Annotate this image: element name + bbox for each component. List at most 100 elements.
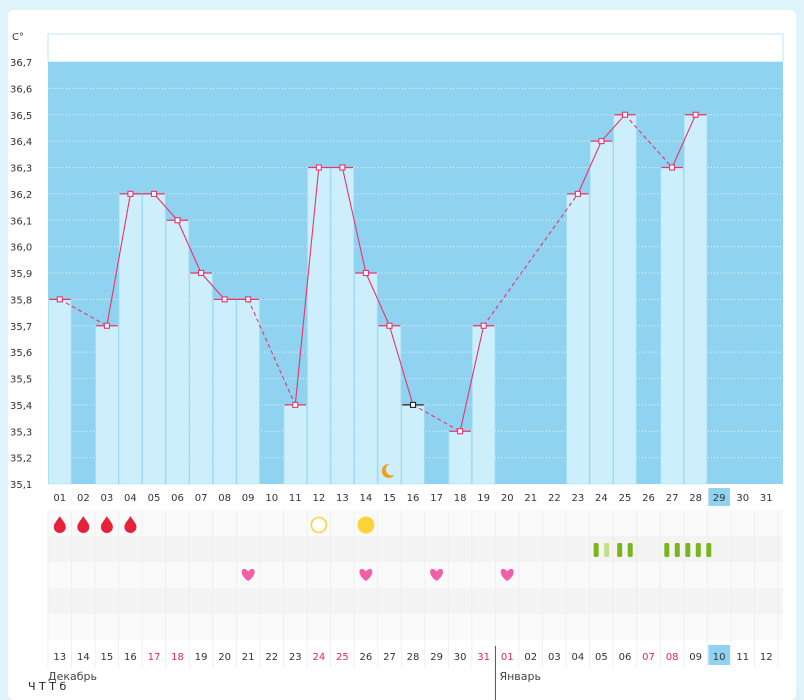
calendar-date-label: 09	[689, 652, 702, 663]
temperature-line-segment	[106, 193, 131, 326]
temperature-point	[315, 164, 322, 171]
temperature-bar	[189, 272, 213, 485]
temperature-line-segment	[294, 167, 320, 405]
footer-cutoff-text: Ч Т Т б	[28, 680, 67, 693]
cycle-day-label: 11	[289, 493, 302, 504]
heart-icon	[500, 568, 514, 581]
y-tick-label: 36,0	[10, 243, 32, 254]
calendar-date-label: 01	[501, 652, 514, 663]
temperature-bar	[307, 167, 331, 485]
calendar-date-label: 17	[148, 652, 161, 663]
cycle-day-label: 14	[360, 493, 373, 504]
cycle-day-label: 31	[760, 493, 773, 504]
calendar-date-label: 29	[430, 652, 443, 663]
cycle-day-label: 02	[77, 493, 90, 504]
month-label-december: Декабрь	[48, 670, 97, 683]
cycle-day-label: 26	[642, 493, 655, 504]
temperature-gap-segment	[247, 299, 296, 406]
cycle-day-label: 17	[430, 493, 443, 504]
cycle-day-label: 27	[666, 493, 679, 504]
green-mark-icon	[706, 543, 712, 557]
cycle-day-label: 21	[524, 493, 537, 504]
temperature-line-segment	[671, 114, 697, 168]
chart-card: C° 36,7 36,6 36,5 36,4 36,3 36,2 36,1 36,0 35,9 35…	[8, 10, 796, 700]
cycle-day-label: 18	[454, 493, 467, 504]
calendar-date-label: 31	[477, 652, 490, 663]
temperature-point	[598, 138, 605, 145]
temperature-line-segment	[153, 193, 178, 221]
temperature-point	[692, 111, 699, 118]
temperature-bar	[142, 193, 166, 485]
cycle-day-label: 07	[195, 493, 208, 504]
temperature-bar	[377, 325, 402, 485]
temperature-point	[174, 217, 181, 224]
y-tick-label: 35,4	[10, 401, 32, 412]
calendar-date-label: 22	[265, 652, 278, 663]
cycle-day-label: 10	[265, 493, 278, 504]
y-tick-label: 35,3	[10, 427, 32, 438]
temperature-gap-segment	[59, 298, 108, 327]
green-mark-icon	[674, 543, 680, 557]
temperature-bar	[213, 299, 237, 485]
blood-drop-icon	[124, 516, 137, 533]
temperature-bar	[613, 114, 637, 485]
cycle-day-label: 24	[595, 493, 608, 504]
calendar-date-label: 15	[101, 652, 114, 663]
temperature-line-segment	[341, 167, 367, 274]
temperature-bar	[95, 325, 119, 485]
green-mark-icon	[593, 543, 599, 557]
temperature-bar	[165, 219, 190, 485]
symbol-row	[48, 510, 783, 536]
calendar-date-label: 03	[548, 652, 561, 663]
temperature-point	[409, 401, 417, 408]
cycle-day-label: 19	[477, 493, 490, 504]
cycle-day-label: 13	[336, 493, 349, 504]
temperature-bar	[283, 404, 307, 485]
cycle-day-label: 25	[619, 493, 632, 504]
y-tick-label: 36,4	[10, 137, 32, 148]
symbol-row	[48, 588, 783, 614]
cycle-day-label: 06	[171, 493, 184, 504]
temperature-line-segment	[459, 325, 485, 432]
bbt-chart: C° 36,7 36,6 36,5 36,4 36,3 36,2 36,1 36,0 35,9 35…	[10, 32, 784, 700]
cycle-day-label: 22	[548, 493, 561, 504]
green-mark-icon	[695, 543, 701, 557]
highlight-day-box	[708, 488, 730, 506]
temperature-bar	[589, 140, 614, 485]
y-tick-label: 36,6	[10, 84, 32, 95]
calendar-date-label: 05	[595, 652, 608, 663]
calendar-date-label: 07	[642, 652, 655, 663]
temperature-bar	[48, 299, 72, 485]
cycle-day-label: 01	[53, 493, 66, 504]
green-mark-icon	[685, 543, 691, 557]
y-tick-label: 36,7	[10, 58, 32, 69]
cycle-day-label: 20	[501, 493, 514, 504]
temperature-bar	[566, 193, 590, 485]
calendar-date-label: 24	[312, 652, 325, 663]
temperature-point	[103, 322, 110, 329]
temperature-point	[221, 296, 228, 303]
calendar-date-label: 28	[407, 652, 420, 663]
calendar-date-label: 14	[77, 652, 90, 663]
moon-icon	[381, 463, 395, 478]
temperature-bar	[660, 167, 684, 485]
temperature-point	[480, 322, 487, 329]
temperature-point	[574, 190, 581, 197]
y-tick-label: 35,7	[10, 322, 32, 333]
calendar-date-label: 11	[736, 652, 749, 663]
green-mark-icon	[617, 543, 623, 557]
temperature-line-segment	[177, 220, 202, 274]
calendar-date-label: 25	[336, 652, 349, 663]
cycle-day-label: 08	[218, 493, 231, 504]
y-tick-label: 35,8	[10, 295, 32, 306]
calendar-date-label: 19	[195, 652, 208, 663]
y-tick-label: 36,5	[10, 111, 32, 122]
y-tick-label: 35,5	[10, 375, 32, 386]
calendar-date-label: 13	[53, 652, 66, 663]
cycle-day-label: 09	[242, 493, 255, 504]
temperature-point	[292, 401, 299, 408]
y-tick-label: 36,1	[10, 216, 32, 227]
calendar-date-label: 08	[666, 652, 679, 663]
open-circle-icon	[310, 516, 328, 534]
calendar-date-label: 16	[124, 652, 137, 663]
